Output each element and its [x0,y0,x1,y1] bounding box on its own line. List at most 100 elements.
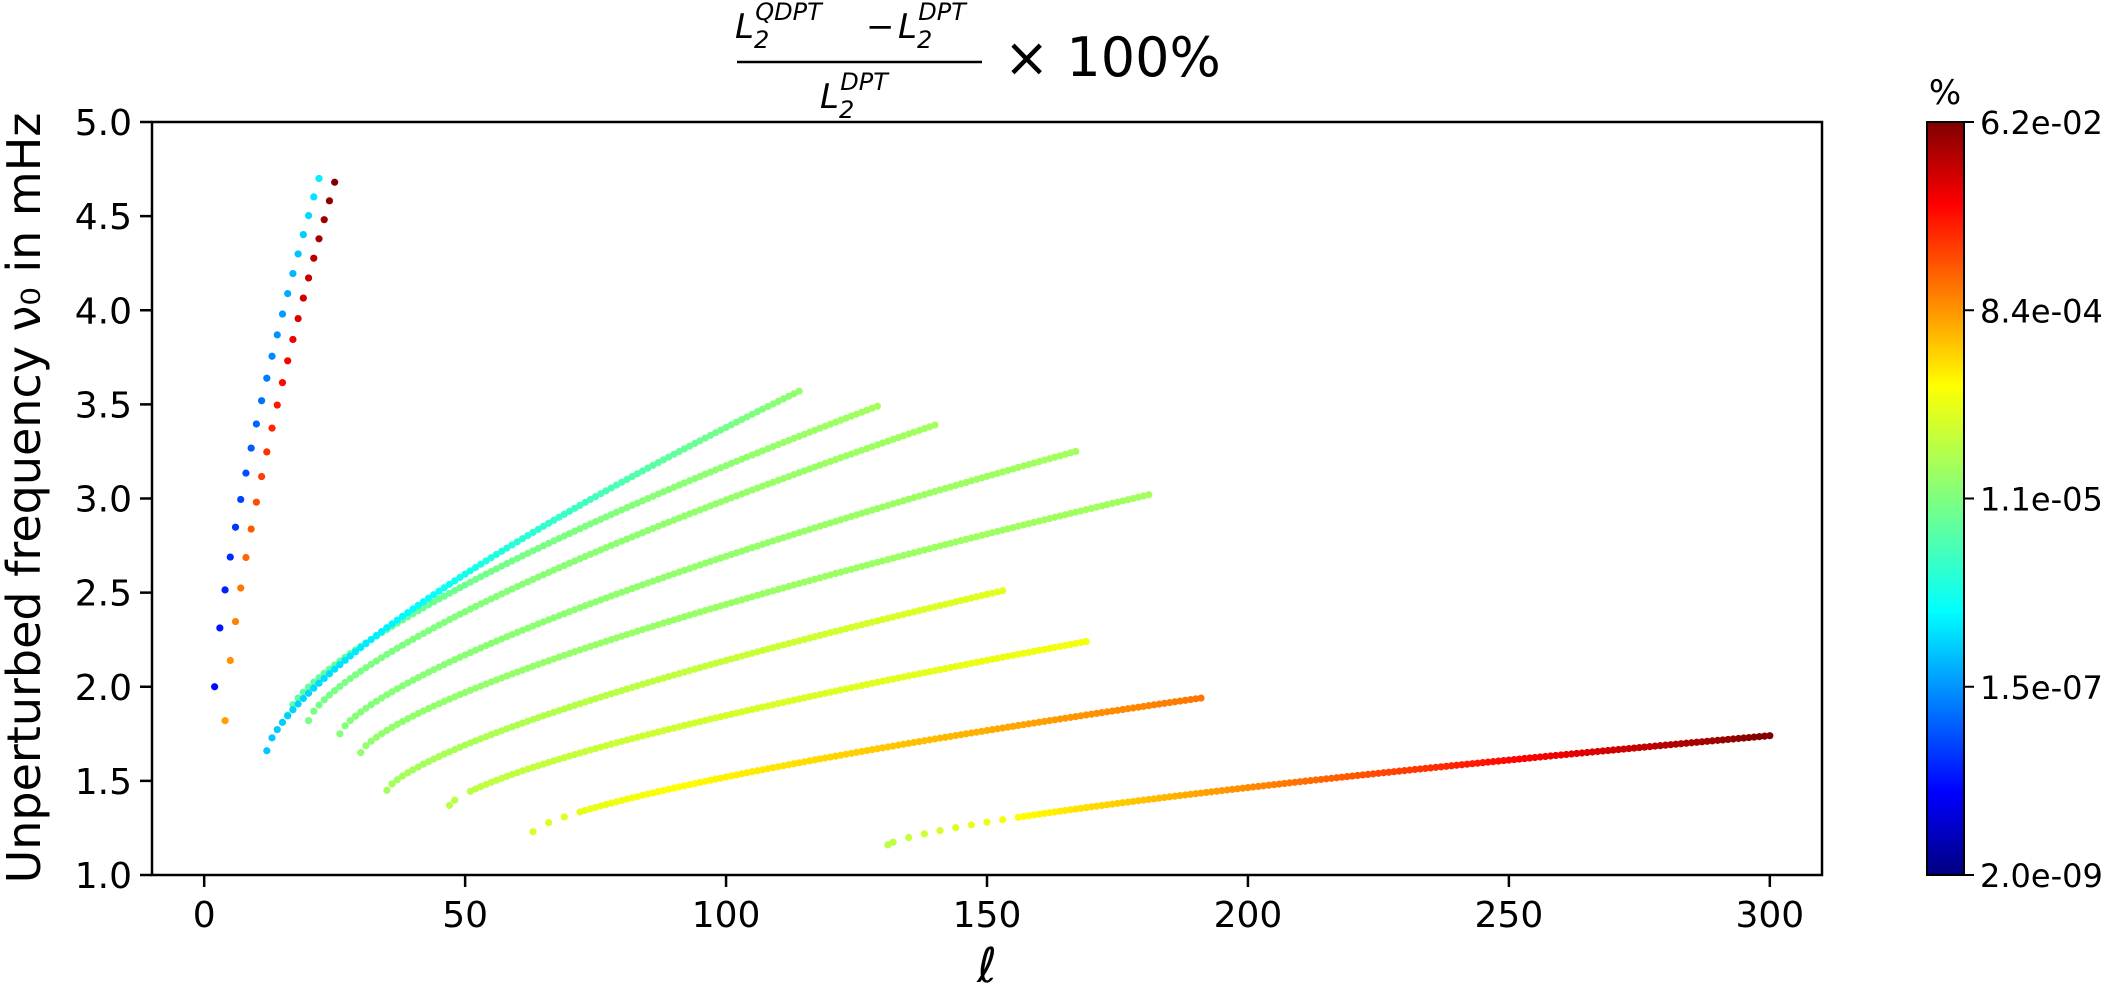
data-point [388,780,396,788]
y-tick-label: 2.0 [75,668,132,709]
data-point [1312,776,1320,784]
data-point [539,522,548,530]
x-axis-ticks: 0 50 100 150 200 250 300 [193,875,1804,936]
data-point [315,235,323,243]
data-point [320,216,328,224]
data-point [320,696,328,704]
data-point [383,624,391,632]
data-point [1249,783,1257,791]
data-point [216,624,224,632]
data-point [471,563,480,572]
data-point [231,523,240,531]
data-point [310,254,318,262]
data-point [524,531,532,540]
data-point [1129,797,1137,806]
data-point [1197,789,1205,797]
data-point [1760,732,1769,740]
data-point [1447,762,1456,770]
data-point [393,644,401,652]
data-point [1380,769,1388,777]
data-point [1411,765,1419,774]
data-point [362,639,370,648]
data-point [237,584,245,592]
data-point [1390,768,1398,776]
data-point [1573,749,1581,758]
data-point [1667,741,1675,749]
data-point [1750,733,1758,741]
data-point [315,679,323,687]
data-point [1651,742,1659,750]
data-point [1395,767,1403,775]
data-point [1520,754,1529,763]
data-point [304,212,313,220]
data-point [1244,783,1252,792]
data-point [952,824,960,832]
data-point [1369,770,1377,778]
data-point [388,620,396,628]
data-point [1682,739,1690,747]
data-point [1343,773,1351,781]
data-point [1703,737,1711,745]
data-point [357,644,365,652]
data-point [999,816,1007,824]
data-point [1526,754,1534,762]
data-point [529,528,537,537]
data-point [257,397,266,405]
data-point [1724,735,1732,744]
data-point [451,796,459,804]
y-axis-ticks: 1.0 1.5 2.0 2.5 3.0 3.5 4.0 4.5 5.0 [75,103,152,897]
data-point [529,828,537,836]
svg-text:L2DPT: L2DPT [898,0,968,54]
data-point [1479,759,1487,767]
data-point [1306,776,1315,785]
data-point [273,401,281,409]
data-point [409,605,417,613]
data-point [1593,747,1602,756]
data-point [336,661,344,669]
data-point [367,737,375,745]
data-point [388,647,396,655]
data-point [1192,790,1200,798]
data-point [1317,775,1325,784]
data-point [242,553,250,562]
data-point [1609,746,1617,754]
data-point [351,648,360,656]
data-point [1124,798,1132,806]
data-point [1552,751,1560,760]
data-point [226,656,234,665]
y-tick-label: 1.5 [75,762,132,803]
data-point [1421,764,1429,773]
colorbar-tick-label: 2.0e-09 [1980,857,2103,895]
x-tick-label: 300 [1735,895,1804,936]
data-point [331,665,339,673]
data-point [268,352,276,360]
colorbar-tick-label: 6.2e-02 [1980,104,2103,142]
data-point [1625,744,1633,753]
x-tick-label: 250 [1475,895,1544,936]
x-tick-label: 150 [953,895,1022,936]
data-point [383,786,391,794]
data-point [299,294,307,302]
data-point [320,674,328,683]
data-point [1646,743,1654,751]
y-axis-label: Unperturbed frequency ν₀ in mHz [0,113,51,884]
data-point [1160,793,1169,802]
data-point [278,718,287,726]
y-tick-label: 5.0 [75,103,132,144]
data-point [1155,794,1163,802]
data-point [1254,782,1262,791]
data-point [211,683,219,691]
data-point [310,707,318,715]
data-point [294,700,302,708]
svg-text:L2QDPT: L2QDPT [735,0,824,54]
data-point [263,448,271,456]
data-point [999,587,1007,595]
data-points [211,174,1774,849]
data-point [1458,761,1466,769]
data-point [482,557,490,565]
x-tick-label: 0 [193,895,216,936]
data-point [362,704,370,712]
data-point [357,749,365,757]
data-point [221,717,229,725]
